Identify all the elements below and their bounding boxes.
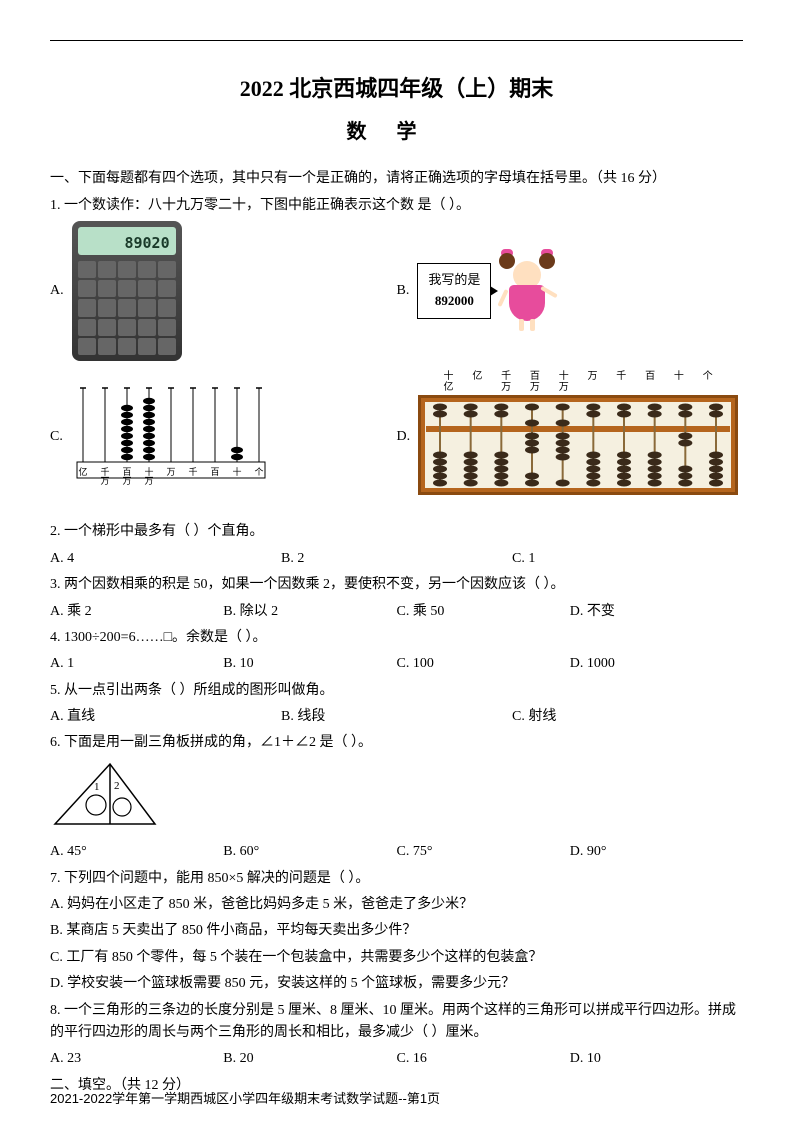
q6-text: 6. 下面是用一副三角板拼成的角，∠1＋∠2 是（ ）。 <box>50 732 743 754</box>
q4-c: C. 100 <box>397 653 570 675</box>
q2-options: A. 4 B. 2 C. 1 <box>50 548 743 570</box>
svg-text:万: 万 <box>166 467 175 477</box>
q4-a: A. 1 <box>50 653 223 675</box>
speech-line2: 892000 <box>428 291 480 312</box>
q6-b: B. 60° <box>223 841 396 863</box>
q5-text: 5. 从一点引出两条（ ）所组成的图形叫做角。 <box>50 680 743 702</box>
q3-options: A. 乘 2 B. 除以 2 C. 乘 50 D. 不变 <box>50 601 743 623</box>
girl-figure: 我写的是 892000 <box>417 251 557 331</box>
q8-c: C. 16 <box>397 1048 570 1070</box>
q8-a: A. 23 <box>50 1048 223 1070</box>
svg-text:十万: 十万 <box>144 466 153 486</box>
svg-text:个: 个 <box>254 467 263 477</box>
abacus-suanpan <box>418 395 738 495</box>
q3-b: B. 除以 2 <box>223 601 396 623</box>
q8-text: 8. 一个三角形的三条边的长度分别是 5 厘米、8 厘米、10 厘米。用两个这样… <box>50 1000 743 1045</box>
q8-b: B. 20 <box>223 1048 396 1070</box>
q6-a: A. 45° <box>50 841 223 863</box>
q1-opt-b: B. 我写的是 892000 <box>397 221 744 361</box>
q2-a: A. 4 <box>50 548 281 570</box>
q7-text: 7. 下列四个问题中，能用 850×5 解决的问题是（ ）。 <box>50 868 743 890</box>
calculator: 89020 <box>72 221 182 361</box>
q3-d: D. 不变 <box>570 601 743 623</box>
q5-options: A. 直线 B. 线段 C. 射线 <box>50 706 743 728</box>
svg-text:百万: 百万 <box>122 467 131 486</box>
svg-text:十: 十 <box>232 466 241 477</box>
svg-text:百: 百 <box>210 467 219 477</box>
q7-b: B. 某商店 5 天卖出了 850 件小商品，平均每天卖出多少件？ <box>50 920 743 942</box>
svg-text:1: 1 <box>94 781 100 793</box>
svg-text:亿: 亿 <box>78 466 87 477</box>
calculator-screen: 89020 <box>78 227 176 255</box>
svg-text:2: 2 <box>114 780 120 792</box>
q6-options: A. 45° B. 60° C. 75° D. 90° <box>50 841 743 863</box>
q3-text: 3. 两个因数相乘的积是 50，如果一个因数乘 2，要使积不变，另一个因数应该（… <box>50 574 743 596</box>
q1-text: 1. 一个数读作：八十九万零二十，下图中能正确表示这个数 是（ ）。 <box>50 195 743 217</box>
q3-c: C. 乘 50 <box>397 601 570 623</box>
girl-icon <box>497 251 557 331</box>
page-footer: 2021-2022学年第一学期西城区小学四年级期末考试数学试题--第1页 <box>50 1089 440 1110</box>
q1-opt-a-label: A. <box>50 280 64 302</box>
q5-b: B. 线段 <box>281 706 512 728</box>
q5-a: A. 直线 <box>50 706 281 728</box>
q5-c: C. 射线 <box>512 706 743 728</box>
q8-d: D. 10 <box>570 1048 743 1070</box>
q6-c: C. 75° <box>397 841 570 863</box>
q7-d: D. 学校安装一个篮球板需要 850 元，安装这样的 5 个篮球板，需要多少元？ <box>50 973 743 995</box>
q4-d: D. 1000 <box>570 653 743 675</box>
speech-bubble: 我写的是 892000 <box>417 263 491 319</box>
q3-a: A. 乘 2 <box>50 601 223 623</box>
q4-options: A. 1 B. 10 C. 100 D. 1000 <box>50 653 743 675</box>
page-title: 2022 北京西城四年级（上）期末 <box>50 71 743 106</box>
svg-text:千: 千 <box>188 467 197 477</box>
q1-opt-c: C. 亿 千万百万十万 万 千 百 十 个 <box>50 371 397 503</box>
q1-opt-c-label: C. <box>50 426 63 448</box>
q4-b: B. 10 <box>223 653 396 675</box>
abacus-simple: 亿 千万百万十万 万 千 百 十 个 <box>71 382 271 492</box>
q1-options: A. 89020 B. 我写的是 892000 <box>50 221 743 513</box>
q2-c: C. 1 <box>512 548 743 570</box>
q2-text: 2. 一个梯形中最多有（ ）个直角。 <box>50 521 743 543</box>
svg-text:千万: 千万 <box>100 467 109 486</box>
q2-b: B. 2 <box>281 548 512 570</box>
speech-line1: 我写的是 <box>428 270 480 291</box>
q7-a: A. 妈妈在小区走了 850 米，爸爸比妈妈多走 5 米，爸爸走了多少米？ <box>50 894 743 916</box>
q1-opt-d: D. 十亿亿千万百万十万万千百十个 <box>397 371 744 503</box>
q1-opt-b-label: B. <box>397 280 410 302</box>
section-1-head: 一、下面每题都有四个选项，其中只有一个是正确的，请将正确选项的字母填在括号里。（… <box>50 168 743 190</box>
triangle-figure: 1 2 <box>50 759 160 829</box>
q1-opt-d-label: D. <box>397 426 411 448</box>
page-subject: 数学 <box>50 116 743 148</box>
q1-opt-a: A. 89020 <box>50 221 397 361</box>
q4-text: 4. 1300÷200=6……□。余数是（ ）。 <box>50 627 743 649</box>
calculator-keypad <box>78 261 176 355</box>
q7-c: C. 工厂有 850 个零件，每 5 个装在一个包装盒中，共需要多少个这样的包装… <box>50 947 743 969</box>
top-divider <box>50 40 743 41</box>
q6-d: D. 90° <box>570 841 743 863</box>
q8-options: A. 23 B. 20 C. 16 D. 10 <box>50 1048 743 1070</box>
abacus-d-labels: 十亿亿千万百万十万万千百十个 <box>418 371 738 393</box>
